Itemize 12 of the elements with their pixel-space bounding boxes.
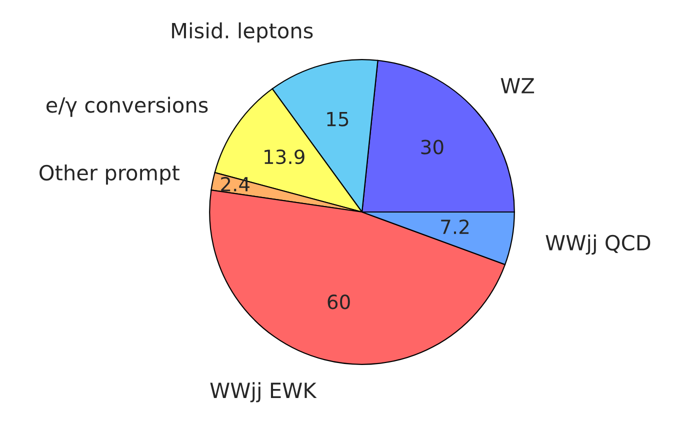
data-label: 60 [328, 294, 350, 310]
slice-label: e/γ conversions [46, 96, 208, 117]
slice-label: WWjj QCD [546, 234, 650, 255]
data-label: 13.9 [264, 149, 304, 164]
slice-label: WWjj EWK [210, 382, 317, 402]
data-label: 7.2 [441, 219, 469, 234]
slice-label: Misid. leptons [172, 22, 313, 43]
data-label: 15 [327, 112, 348, 126]
slice-label: WZ [500, 78, 534, 94]
slice-label: Other prompt [40, 164, 180, 185]
data-label: 30 [421, 140, 444, 154]
data-label: 2.4 [221, 176, 250, 192]
